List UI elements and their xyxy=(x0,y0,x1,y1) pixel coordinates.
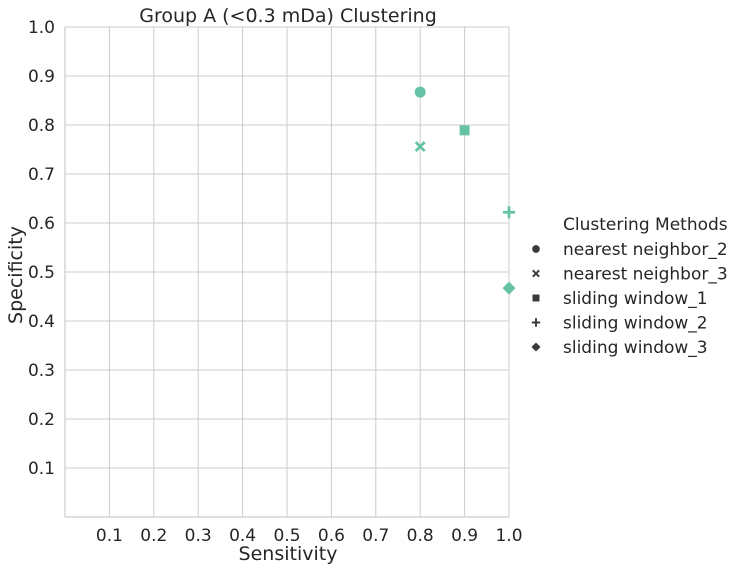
y-axis-label: Specificity xyxy=(5,226,27,324)
legend-label: sliding window_2 xyxy=(563,314,708,334)
y-tick-label: 0.9 xyxy=(28,67,55,87)
x-axis-label: Sensitivity xyxy=(239,543,338,565)
legend-label: sliding window_3 xyxy=(563,338,708,358)
y-tick-label: 0.3 xyxy=(28,361,55,381)
x-tick-label: 0.2 xyxy=(140,526,167,546)
data-point xyxy=(414,141,426,153)
x-tick-label: 0.3 xyxy=(185,526,212,546)
x-tick-label: 0.9 xyxy=(451,526,478,546)
y-tick-label: 0.1 xyxy=(28,459,55,479)
grid xyxy=(65,26,510,517)
x-tick-label: 0.4 xyxy=(229,526,256,546)
y-tick-label: 0.6 xyxy=(28,214,55,234)
data-points xyxy=(414,86,516,295)
legend-label: sliding window_1 xyxy=(563,289,708,309)
x-tick-label: 0.6 xyxy=(318,526,345,546)
legend: Clustering Methods nearest neighbor_2nea… xyxy=(531,215,728,358)
y-tick-label: 0.7 xyxy=(28,165,55,185)
legend-label: nearest neighbor_3 xyxy=(563,265,728,285)
x-tick-label: 0.1 xyxy=(96,526,123,546)
legend-marker-icon xyxy=(531,318,541,327)
chart-title: Group A (<0.3 mDa) Clustering xyxy=(139,5,437,27)
axes-frame xyxy=(64,27,509,518)
legend-marker-icon xyxy=(532,294,540,302)
y-tick-label: 0.8 xyxy=(28,116,55,136)
legend-marker-icon xyxy=(532,269,540,278)
y-tick-label: 0.5 xyxy=(28,263,55,283)
y-tick-label: 0.2 xyxy=(28,410,55,430)
data-point xyxy=(414,86,426,98)
y-tick-label: 0.4 xyxy=(28,312,55,332)
x-tick-label: 0.5 xyxy=(273,526,300,546)
legend-label: nearest neighbor_2 xyxy=(563,240,728,260)
tick-labels: 0.1 0.2 0.3 0.4 0.5 0.6 0.7 0.8 0.9 1.0 0.1 0.2 0.3 0… xyxy=(28,18,523,546)
data-point xyxy=(502,281,516,295)
legend-marker-icon xyxy=(532,245,540,253)
x-tick-label: 0.7 xyxy=(362,526,389,546)
data-point xyxy=(503,206,515,219)
data-point xyxy=(459,125,470,136)
y-tick-label: 1.0 xyxy=(28,18,55,38)
x-tick-label: 0.8 xyxy=(407,526,434,546)
x-tick-label: 1.0 xyxy=(495,526,522,546)
legend-marker-icon xyxy=(531,342,541,352)
legend-title: Clustering Methods xyxy=(563,215,728,235)
